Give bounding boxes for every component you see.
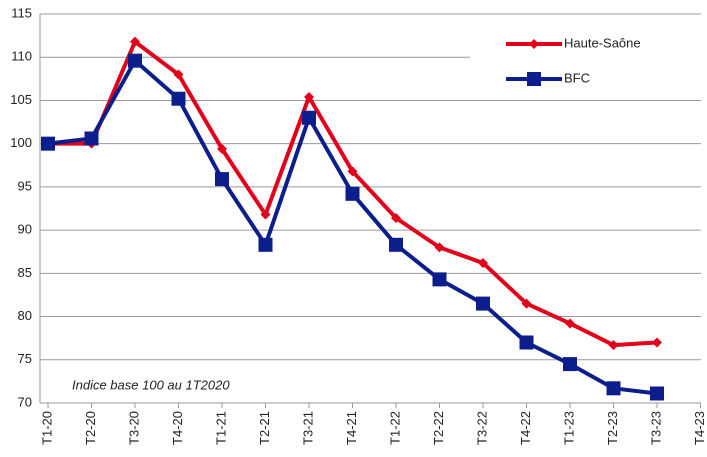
point bbox=[652, 337, 662, 348]
point bbox=[565, 318, 575, 329]
point bbox=[391, 213, 401, 224]
x-tick-label: T2-22 bbox=[431, 411, 446, 445]
y-tick-label: 80 bbox=[18, 308, 32, 323]
x-tick-label: T3-23 bbox=[648, 411, 663, 445]
point bbox=[130, 36, 140, 47]
point bbox=[302, 110, 316, 125]
legend-marker bbox=[529, 39, 539, 49]
y-tick-label: 115 bbox=[11, 5, 32, 20]
point bbox=[563, 357, 577, 372]
point bbox=[215, 172, 229, 187]
y-tick-label: 90 bbox=[18, 222, 32, 237]
y-tick-label: 95 bbox=[18, 178, 32, 193]
point bbox=[171, 91, 186, 106]
point bbox=[389, 237, 403, 252]
point bbox=[521, 298, 532, 309]
x-tick-label: T1-20 bbox=[39, 411, 54, 445]
point bbox=[260, 209, 271, 220]
x-tick-label: T1-23 bbox=[561, 411, 576, 445]
x-tick-label: T3-22 bbox=[474, 411, 489, 445]
point bbox=[476, 296, 490, 311]
x-tick-label: T2-23 bbox=[605, 411, 620, 445]
point bbox=[606, 381, 621, 396]
y-tick-label: 70 bbox=[18, 394, 32, 409]
point bbox=[128, 53, 142, 68]
point bbox=[434, 242, 445, 253]
x-tick-label: T4-21 bbox=[344, 411, 359, 445]
point bbox=[519, 335, 534, 350]
x-tick-label: T3-20 bbox=[126, 411, 141, 445]
point bbox=[345, 186, 360, 201]
legend-marker bbox=[527, 72, 541, 86]
y-tick-label: 75 bbox=[18, 351, 32, 366]
legend-label: BFC bbox=[564, 70, 590, 85]
point bbox=[173, 69, 184, 80]
legend-label: Haute-Saône bbox=[564, 35, 641, 50]
point bbox=[304, 91, 314, 102]
x-tick-label: T1-22 bbox=[387, 411, 402, 445]
x-tick-label: T2-20 bbox=[83, 411, 98, 445]
point bbox=[217, 143, 227, 154]
x-tick-label: T1-21 bbox=[213, 411, 228, 445]
series-line bbox=[47, 58, 658, 396]
x-tick-label: T4-23 bbox=[692, 411, 707, 445]
point bbox=[258, 237, 273, 252]
y-tick-label: 85 bbox=[18, 265, 32, 280]
point bbox=[432, 272, 447, 287]
point bbox=[608, 340, 619, 351]
point bbox=[478, 257, 488, 268]
x-tick-label: T3-21 bbox=[300, 411, 315, 445]
legend-box bbox=[470, 24, 702, 100]
y-tick-label: 110 bbox=[11, 49, 32, 64]
x-tick-label: T2-21 bbox=[257, 411, 272, 445]
point bbox=[650, 386, 664, 401]
x-tick-label: T4-22 bbox=[518, 411, 533, 445]
annotation: Indice base 100 au 1T2020 bbox=[72, 377, 230, 392]
x-tick-label: T4-20 bbox=[170, 411, 185, 445]
point bbox=[84, 131, 99, 146]
y-tick-label: 105 bbox=[10, 92, 32, 107]
point bbox=[41, 136, 55, 151]
point bbox=[347, 166, 358, 177]
y-tick-label: 100 bbox=[10, 135, 32, 150]
